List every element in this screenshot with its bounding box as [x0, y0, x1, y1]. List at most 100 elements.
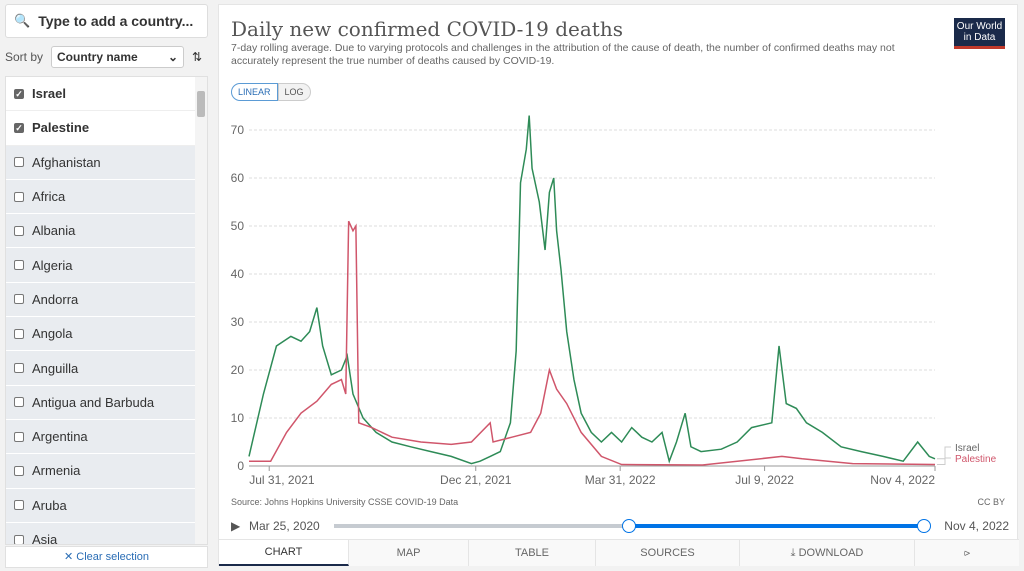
x-tick-label: Dec 21, 2021 — [440, 473, 512, 487]
source-note[interactable]: Source: Johns Hopkins University CSSE CO… — [231, 497, 459, 507]
y-tick-label: 60 — [231, 171, 245, 185]
country-label: Afghanistan — [32, 154, 101, 170]
checkbox[interactable] — [14, 465, 24, 476]
x-tick-label: Nov 4, 2022 — [870, 473, 935, 487]
chart-panel: Daily new confirmed COVID-19 deaths 7-da… — [218, 4, 1019, 566]
tab-table[interactable]: TABLE — [469, 540, 596, 566]
checkbox[interactable] — [14, 157, 24, 168]
y-tick-label: 30 — [231, 315, 245, 329]
sort-select[interactable]: Country name ⌄ — [51, 46, 185, 68]
chart-subtitle: 7-day rolling average. Due to varying pr… — [231, 42, 895, 67]
x-tick-label: Jul 31, 2021 — [249, 473, 315, 487]
checkbox[interactable] — [14, 260, 24, 271]
country-item[interactable]: Angola — [6, 317, 196, 352]
country-label: Argentina — [32, 429, 88, 445]
sort-order-icon[interactable]: ⇅ — [192, 50, 203, 64]
checkbox[interactable]: ✓ — [14, 122, 24, 133]
country-item[interactable]: Anguilla — [6, 351, 196, 386]
country-item[interactable]: Africa — [6, 179, 196, 215]
legend-label: Israel — [955, 443, 979, 454]
country-label: Palestine — [32, 120, 90, 136]
country-list: ✓ Israel ✓ Palestine Afghanistan Africa Albani… — [5, 76, 208, 545]
country-item[interactable]: ✓ Palestine — [6, 111, 196, 146]
country-item[interactable]: Aruba — [6, 488, 196, 523]
checkbox[interactable] — [14, 225, 24, 236]
checkbox[interactable] — [14, 534, 24, 544]
country-label: Antigua and Barbuda — [32, 394, 155, 410]
country-item[interactable]: Armenia — [6, 454, 196, 489]
x-tick-label: Mar 31, 2022 — [585, 473, 656, 487]
country-item[interactable]: Asia — [6, 522, 196, 545]
timeline-track[interactable] — [334, 519, 931, 533]
country-item[interactable]: Afghanistan — [6, 145, 196, 180]
scale-toggle: LINEAR LOG — [231, 83, 311, 101]
tab-map[interactable]: MAP — [349, 540, 469, 566]
legend-connector — [937, 446, 951, 460]
timeline-range — [629, 524, 924, 528]
y-tick-label: 50 — [231, 219, 245, 233]
country-label: Africa — [32, 189, 66, 205]
checkbox[interactable] — [14, 397, 24, 408]
timeline: ▶ Mar 25, 2020 Nov 4, 2022 — [229, 517, 1009, 537]
series-line-palestine — [249, 220, 936, 466]
chart-title: Daily new confirmed COVID-19 deaths — [231, 17, 623, 41]
log-scale-button[interactable]: LOG — [277, 83, 311, 101]
country-label: Andorra — [32, 291, 79, 307]
tab-bar: CHART MAP TABLE SOURCES ⤓ DOWNLOAD ⪧ — [219, 539, 1019, 566]
timeline-end: Nov 4, 2022 — [944, 519, 1009, 533]
download-icon: ⤓ — [790, 546, 799, 559]
chevron-down-icon: ⌄ — [167, 50, 179, 64]
country-item[interactable]: Argentina — [6, 419, 196, 455]
owid-logo[interactable]: Our World in Data — [954, 18, 1005, 49]
checkbox[interactable] — [14, 500, 24, 511]
country-label: Armenia — [32, 463, 81, 479]
y-tick-label: 20 — [231, 363, 245, 377]
y-tick-label: 40 — [231, 267, 245, 281]
legend-connector — [937, 457, 951, 466]
sort-bar: Sort by Country name ⌄ ⇅ — [5, 46, 210, 68]
country-label: Aruba — [32, 497, 67, 513]
checkbox[interactable] — [14, 191, 24, 202]
checkbox[interactable] — [14, 328, 24, 339]
country-label: Israel — [32, 86, 66, 102]
country-label: Albania — [32, 223, 76, 239]
tab-download[interactable]: ⤓ DOWNLOAD — [740, 540, 915, 566]
country-label: Angola — [32, 326, 73, 342]
clear-label: Clear selection — [76, 551, 150, 563]
scrollbar[interactable] — [195, 77, 207, 544]
search-placeholder: Type to add a country... — [38, 13, 194, 29]
country-item[interactable]: Albania — [6, 214, 196, 249]
license[interactable]: CC BY — [977, 497, 1005, 507]
y-tick-label: 70 — [231, 123, 245, 137]
legend-label: Palestine — [955, 454, 997, 465]
share-button[interactable]: ⪧ — [915, 540, 1019, 566]
timeline-end-handle[interactable] — [917, 519, 931, 533]
country-item[interactable]: Andorra — [6, 282, 196, 318]
checkbox[interactable] — [14, 363, 24, 374]
clear-selection-button[interactable]: ✕ Clear selection — [5, 546, 208, 568]
y-tick-label: 10 — [231, 411, 245, 425]
country-label: Anguilla — [32, 360, 79, 376]
tab-chart[interactable]: CHART — [219, 540, 349, 566]
timeline-start-handle[interactable] — [622, 519, 636, 533]
checkbox[interactable]: ✓ — [14, 88, 24, 99]
country-item[interactable]: Antigua and Barbuda — [6, 385, 196, 420]
country-item[interactable]: ✓ Israel — [6, 77, 196, 112]
series-line-israel — [248, 115, 936, 465]
sort-value: Country name — [57, 50, 138, 64]
timeline-start: Mar 25, 2020 — [249, 519, 320, 533]
line-chart: 0 10 20 30 40 50 60 70 Jul 31, 2021 Dec 21, 2021 M… — [231, 115, 997, 487]
linear-scale-button[interactable]: LINEAR — [231, 83, 278, 101]
checkbox[interactable] — [14, 431, 24, 442]
country-label: Algeria — [32, 257, 73, 273]
country-label: Asia — [32, 532, 58, 545]
download-label: DOWNLOAD — [798, 547, 864, 559]
country-search-input[interactable]: 🔍 Type to add a country... — [5, 4, 208, 38]
play-icon[interactable]: ▶ — [231, 519, 241, 533]
checkbox[interactable] — [14, 294, 24, 305]
share-icon: ⪧ — [963, 546, 971, 559]
x-tick-label: Jul 9, 2022 — [735, 473, 794, 487]
tab-sources[interactable]: SOURCES — [596, 540, 740, 566]
search-icon: 🔍 — [14, 13, 31, 28]
country-item[interactable]: Algeria — [6, 248, 196, 283]
